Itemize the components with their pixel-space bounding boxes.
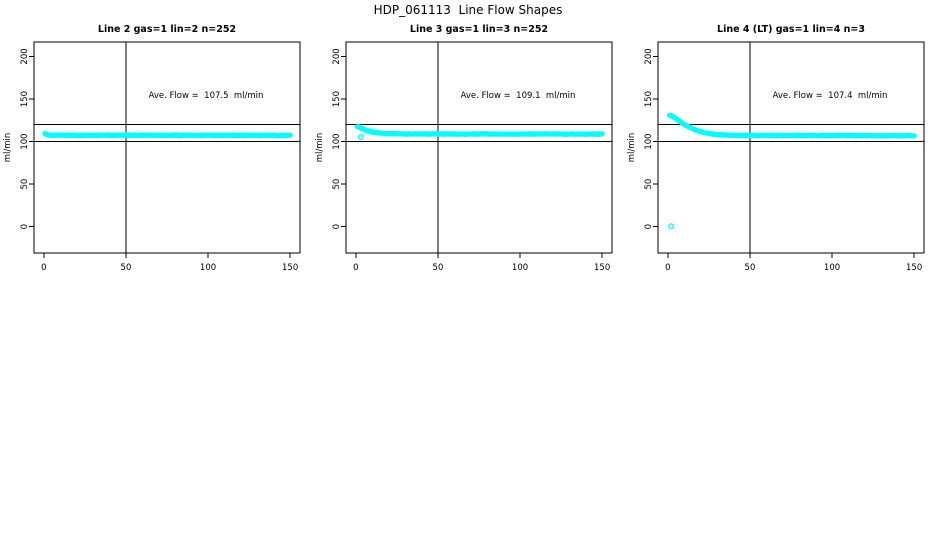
main-title: HDP_061113 Line Flow Shapes	[373, 3, 563, 17]
line-4-flow-plot: 0 50 100 150 0 50 100 150 200 ml/min	[627, 41, 925, 273]
y-tick-label: 150	[644, 91, 654, 107]
y-axis: 0 50 100 150 200 ml/min	[315, 48, 346, 229]
plot-box	[33, 41, 301, 254]
y-axis: 0 50 100 150 200 ml/min	[3, 48, 34, 229]
line-3-flow-plot: 0 50 100 150 0 50 100 150 200 ml/min	[315, 41, 613, 273]
panel-title-line-3: Line 3 gas=1 lin=3 n=252	[409, 24, 549, 35]
y-axis: 0 50 100 150 200 ml/min	[627, 48, 658, 229]
ave-flow-annotation-line-2: Ave. Flow = 107.5 ml/min	[148, 91, 264, 101]
x-tick-label: 0	[353, 263, 358, 273]
x-tick-label: 100	[200, 263, 216, 273]
y-tick-label: 100	[332, 133, 342, 149]
plot-box	[657, 41, 925, 254]
outlier-marker	[668, 223, 675, 230]
data-points	[354, 124, 605, 141]
panel-title-line-4: Line 4 (LT) gas=1 lin=4 n=3	[717, 24, 865, 35]
x-tick-label: 50	[121, 263, 132, 273]
x-tick-label: 150	[594, 263, 610, 273]
y-tick-label: 200	[20, 48, 30, 64]
y-tick-label: 100	[20, 133, 30, 149]
panel-line-2: 0 50 100 150 0 50 100 150 200 ml/min Line 2 gas=1…	[0, 0, 312, 280]
y-tick-label: 0	[332, 224, 342, 229]
x-tick-label: 150	[906, 263, 922, 273]
x-tick-label: 100	[824, 263, 840, 273]
x-tick-label: 0	[41, 263, 46, 273]
y-tick-label: 50	[332, 179, 342, 190]
y-axis-title: ml/min	[627, 133, 637, 163]
reference-lines	[346, 42, 612, 253]
data-points	[666, 112, 917, 230]
panel-line-3: 0 50 100 150 0 50 100 150 200 ml/min Line 3 gas=1…	[312, 0, 624, 280]
reference-lines	[658, 42, 924, 253]
flow-marker	[599, 131, 605, 137]
outlier-marker	[357, 134, 364, 141]
y-tick-label: 0	[20, 224, 30, 229]
y-axis-title: ml/min	[315, 133, 325, 163]
y-tick-label: 150	[332, 91, 342, 107]
x-tick-label: 150	[282, 263, 298, 273]
line-2-flow-plot: 0 50 100 150 0 50 100 150 200 ml/min	[3, 41, 301, 273]
flow-marker	[911, 133, 917, 139]
x-axis: 0 50 100 150	[665, 253, 922, 273]
flow-marker	[287, 132, 293, 138]
x-tick-label: 50	[433, 263, 444, 273]
ave-flow-annotation-line-3: Ave. Flow = 109.1 ml/min	[460, 91, 576, 101]
reference-lines	[34, 42, 300, 253]
x-tick-label: 50	[745, 263, 756, 273]
data-points	[42, 130, 293, 139]
panel-line-4: 0 50 100 150 0 50 100 150 200 ml/min Line 4 (LT) …	[624, 0, 936, 280]
ave-flow-annotation-line-4: Ave. Flow = 107.4 ml/min	[772, 91, 888, 101]
y-tick-label: 150	[20, 91, 30, 107]
x-axis: 0 50 100 150	[41, 253, 298, 273]
y-tick-label: 50	[644, 179, 654, 190]
y-tick-label: 0	[644, 224, 654, 229]
y-axis-title: ml/min	[3, 133, 13, 163]
y-tick-label: 50	[20, 179, 30, 190]
panel-title-line-2: Line 2 gas=1 lin=2 n=252	[97, 24, 237, 35]
y-tick-label: 200	[332, 48, 342, 64]
plot-box	[345, 41, 613, 254]
x-axis: 0 50 100 150	[353, 253, 610, 273]
y-tick-label: 200	[644, 48, 654, 64]
x-tick-label: 0	[665, 263, 670, 273]
panel-row: 0 50 100 150 0 50 100 150 200 ml/min Line 2 gas=1…	[0, 0, 936, 280]
x-tick-label: 100	[512, 263, 528, 273]
y-tick-label: 100	[644, 133, 654, 149]
